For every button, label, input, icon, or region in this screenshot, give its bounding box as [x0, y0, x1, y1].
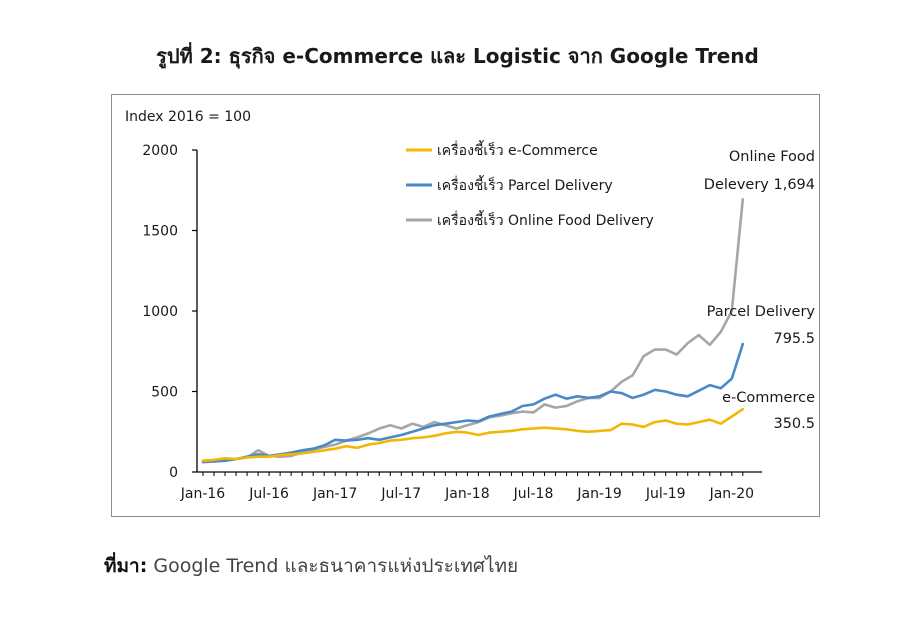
x-tick-label: Jan-18: [444, 486, 489, 502]
chart-axes: 0 500 1000 1500 2000 Jan-16 Jul-16 Jan-17 Jul-17…: [142, 143, 762, 502]
annotation-parcel-line1: Parcel Delivery: [707, 304, 816, 320]
legend-label: เครื่องชี้เร็ว e-Commerce: [437, 140, 598, 159]
y-tick-label: 1000: [142, 304, 178, 320]
annotation-ecom-line1: e-Commerce: [722, 390, 815, 406]
source-note: ที่มา: Google Trend และธนาคารแห่งประเทศไ…: [104, 551, 518, 581]
y-tick-label: 500: [151, 385, 178, 401]
x-tick-label: Jul-18: [513, 486, 554, 502]
y-tick-label: 1500: [142, 224, 178, 240]
x-tick-label: Jul-19: [645, 486, 686, 502]
series-line: [201, 407, 745, 463]
annotation-ecom-line2: 350.5: [773, 416, 815, 432]
annotation-food-line1: Online Food: [729, 149, 815, 165]
chart-title: รูปที่ 2: ธุรกิจ e-Commerce และ Logistic…: [156, 44, 759, 68]
source-label: ที่มา:: [104, 555, 148, 577]
x-tick-label: Jul-17: [380, 486, 421, 502]
legend-label: เครื่องชี้เร็ว Online Food Delivery: [437, 210, 654, 229]
x-tick-label: Jan-16: [180, 486, 226, 502]
chart-legend: เครื่องชี้เร็ว e-Commerce เครื่องชี้เร็ว …: [406, 140, 654, 229]
y-tick-label: 2000: [142, 143, 178, 159]
series-line: [201, 342, 745, 463]
annotation-food-line2: Delevery 1,694: [704, 177, 815, 193]
x-tick-label: Jan-19: [576, 486, 621, 502]
chart-annotations: Online Food Delevery 1,694 Parcel Delive…: [704, 149, 816, 432]
annotation-parcel-line2: 795.5: [773, 331, 815, 347]
y-tick-label: 0: [169, 465, 178, 481]
x-tick-label: Jul-16: [248, 486, 289, 502]
legend-label: เครื่องชี้เร็ว Parcel Delivery: [437, 175, 613, 194]
chart-lines: [201, 198, 745, 464]
index-label: Index 2016 = 100: [125, 109, 251, 125]
source-text: Google Trend และธนาคารแห่งประเทศไทย: [147, 555, 519, 577]
chart-frame: [111, 94, 820, 517]
x-tick-label: Jan-20: [709, 486, 754, 502]
series-line: [201, 198, 745, 464]
x-tick-label: Jan-17: [312, 486, 357, 502]
